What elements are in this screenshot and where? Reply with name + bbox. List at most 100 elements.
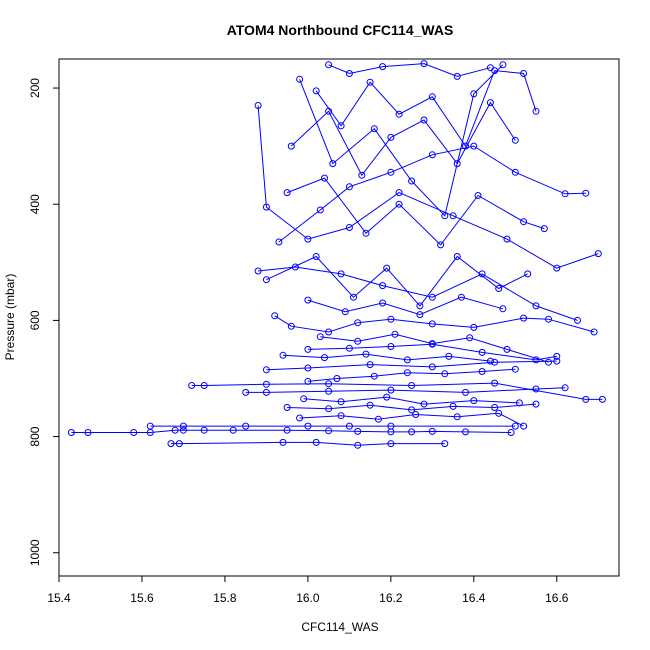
data-point — [175, 440, 183, 448]
data-point — [387, 315, 395, 323]
series-line — [303, 396, 520, 405]
y-tick-label: 200 — [28, 78, 42, 98]
data-point — [408, 406, 416, 414]
data-point — [420, 116, 428, 124]
data-point — [287, 322, 295, 330]
series-line — [71, 429, 512, 433]
series-10 — [254, 102, 602, 272]
data-point — [408, 177, 416, 185]
data-point — [374, 415, 382, 423]
axes: 15.4 15.6 15.8 16.0 16.2 16.4 16.6 200 400 600 800… — [28, 78, 569, 605]
series-9 — [254, 263, 581, 324]
series-18 — [296, 409, 528, 430]
data-point — [325, 380, 333, 388]
data-point — [428, 320, 436, 328]
data-point — [254, 102, 262, 109]
data-point — [495, 285, 503, 292]
data-point — [345, 224, 353, 231]
data-point — [316, 333, 324, 341]
data-point — [515, 399, 523, 407]
x-tick-label: 16.0 — [296, 591, 320, 605]
data-point — [366, 361, 374, 369]
data-point — [287, 142, 295, 150]
data-point — [520, 218, 528, 226]
data-point — [387, 386, 395, 394]
data-point — [370, 372, 378, 380]
series-24 — [325, 60, 494, 80]
data-point — [441, 370, 449, 378]
series-20 — [316, 330, 552, 366]
series-19 — [304, 365, 519, 385]
data-point — [354, 427, 362, 435]
data-point — [291, 263, 299, 271]
data-point — [511, 136, 519, 144]
data-point — [445, 352, 453, 360]
data-point — [354, 319, 362, 327]
series-line — [245, 387, 566, 393]
data-point — [574, 316, 581, 324]
data-point — [416, 302, 424, 310]
series-11 — [275, 142, 590, 246]
series-2 — [167, 438, 449, 449]
data-point — [511, 422, 519, 430]
data-point — [590, 328, 598, 336]
data-point — [416, 311, 424, 319]
data-point — [470, 90, 478, 98]
data-point — [395, 110, 403, 118]
data-point — [453, 413, 461, 421]
series-line — [307, 296, 504, 316]
data-point — [325, 427, 333, 435]
series-line — [290, 101, 516, 177]
data-point — [321, 354, 328, 362]
series-line — [171, 441, 445, 446]
series-8 — [271, 312, 598, 336]
data-point — [545, 315, 552, 323]
data-point — [345, 183, 353, 191]
plot-frame — [58, 58, 620, 577]
data-point — [300, 395, 308, 403]
data-point — [540, 225, 548, 233]
series-line — [307, 368, 516, 382]
chart-title: ATOM4 Northbound CFC114_WAS — [227, 22, 454, 38]
data-point — [200, 382, 208, 389]
y-tick-label: 800 — [28, 426, 42, 446]
data-point — [441, 212, 449, 220]
data-point — [383, 264, 391, 272]
data-point — [532, 356, 540, 364]
data-point — [453, 160, 461, 168]
data-point — [329, 160, 337, 168]
series-line — [328, 63, 491, 77]
data-point — [275, 238, 283, 246]
series-14 — [296, 61, 507, 220]
data-point — [67, 429, 75, 436]
series-line — [299, 64, 504, 217]
series-line — [278, 145, 586, 243]
data-point — [470, 142, 478, 150]
series-line — [287, 403, 537, 411]
data-point — [499, 61, 507, 69]
series-7 — [304, 340, 561, 364]
y-tick-label: 1000 — [28, 539, 42, 566]
data-point — [362, 350, 370, 358]
data-point — [553, 352, 561, 360]
series-4 — [188, 379, 606, 403]
data-point — [441, 440, 449, 448]
data-point — [354, 441, 362, 449]
data-point — [486, 357, 494, 365]
data-point — [146, 422, 154, 430]
data-point — [262, 380, 270, 388]
x-tick-label: 15.6 — [130, 591, 154, 605]
series-3 — [146, 422, 519, 430]
data-point — [520, 70, 528, 77]
data-point — [532, 385, 540, 393]
data-point — [229, 426, 237, 434]
data-point — [428, 427, 436, 435]
data-point — [503, 345, 511, 353]
data-point — [337, 398, 345, 406]
data-point — [532, 107, 540, 115]
data-point — [379, 63, 387, 71]
data-point — [511, 365, 519, 373]
data-point — [598, 395, 606, 403]
x-tick-label: 15.8 — [213, 591, 237, 605]
